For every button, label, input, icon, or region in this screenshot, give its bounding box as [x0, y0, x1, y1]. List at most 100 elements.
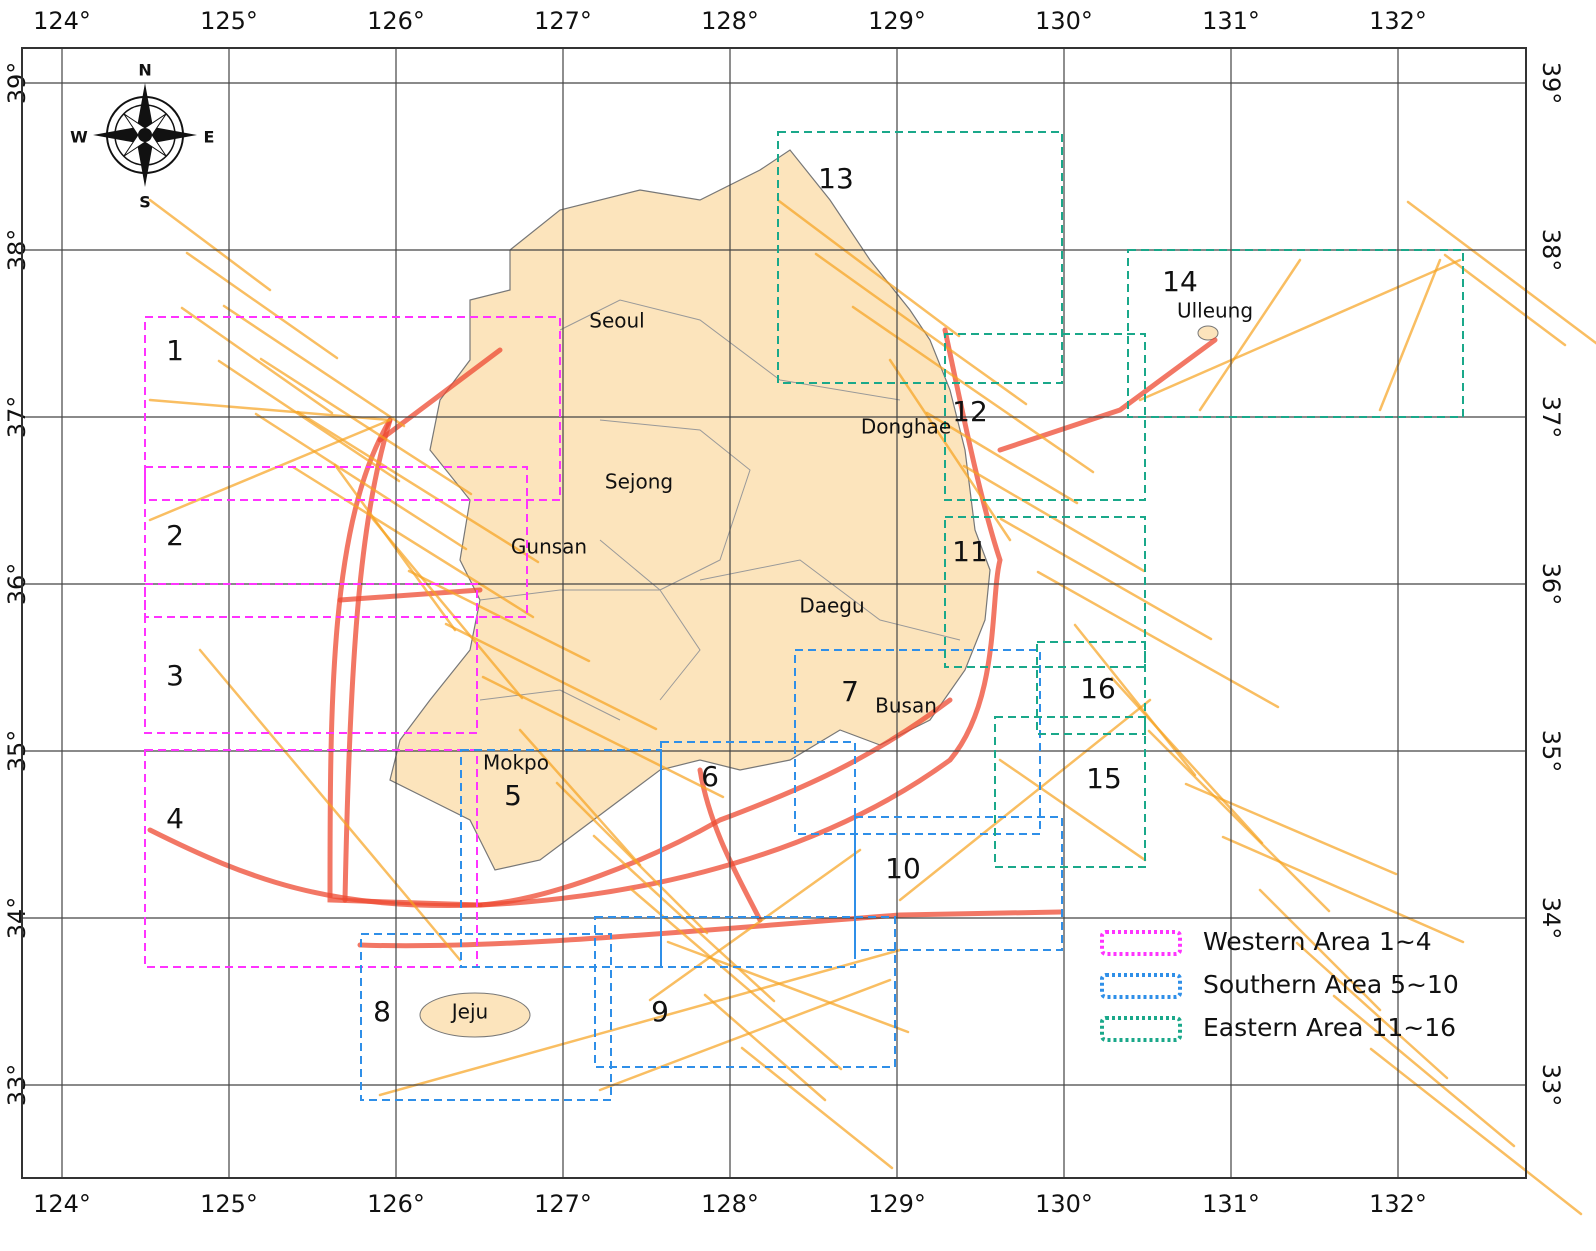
- area-number: 11: [952, 535, 988, 568]
- lat-label-right: 36°: [1537, 563, 1565, 606]
- graticule: [22, 48, 1526, 1178]
- lat-label-left: 39°: [3, 62, 31, 105]
- area-number: 5: [504, 779, 522, 812]
- route-heavy: [337, 587, 483, 603]
- route-light: [518, 728, 642, 867]
- area-number: 1: [166, 334, 184, 367]
- compass-w: W: [70, 128, 88, 147]
- lon-label-bottom: 127°: [534, 1190, 592, 1218]
- legend-label: Southern Area 5~10: [1203, 970, 1459, 999]
- route-heavy: [327, 417, 483, 908]
- place-name: Donghae: [861, 415, 951, 439]
- frame: [21, 47, 1527, 1179]
- route-light: [1258, 888, 1382, 1012]
- route-light: [1295, 941, 1449, 1080]
- lon-label-top: 129°: [868, 7, 926, 35]
- route-light: [1138, 258, 1462, 402]
- route-light: [555, 781, 709, 935]
- area-number: 15: [1086, 762, 1122, 795]
- lat-label-left: 35°: [3, 730, 31, 773]
- area-number: 9: [651, 995, 669, 1028]
- area-box: [994, 716, 1146, 868]
- place-name: Sejong: [605, 470, 673, 494]
- route-light: [598, 978, 892, 1092]
- lon-label-bottom: 131°: [1202, 1190, 1260, 1218]
- route-light: [648, 848, 862, 1002]
- area-box: [944, 516, 1146, 668]
- route-light: [851, 305, 1095, 474]
- compass-center: [138, 128, 152, 142]
- route-light: [888, 358, 1012, 542]
- route-light: [1110, 676, 1264, 845]
- route-light: [291, 465, 535, 619]
- route-light: [777, 199, 961, 338]
- route-light: [1369, 1047, 1583, 1216]
- route-light: [814, 252, 1028, 406]
- route-light: [296, 410, 540, 564]
- legend-label: Western Area 1~4: [1203, 927, 1432, 956]
- lon-label-bottom: 130°: [1035, 1190, 1093, 1218]
- area-number: 8: [373, 995, 391, 1028]
- lat-label-right: 33°: [1537, 1064, 1565, 1107]
- route-heavy: [357, 909, 1063, 949]
- route-heavy: [477, 697, 953, 908]
- province-borders: [479, 299, 961, 721]
- lat-label-left: 36°: [3, 563, 31, 606]
- lon-label-top: 130°: [1035, 7, 1093, 35]
- lon-label-top: 128°: [701, 7, 759, 35]
- compass-rose: N S E W: [70, 61, 214, 212]
- lat-label-left: 34°: [3, 897, 31, 940]
- compass-s: S: [139, 193, 151, 212]
- place-name: Mokpo: [483, 751, 549, 775]
- route-light: [222, 304, 406, 428]
- route-light: [1198, 258, 1302, 412]
- areas: [144, 131, 1464, 1101]
- legend-label: Eastern Area 11~16: [1203, 1013, 1456, 1042]
- route-light: [666, 940, 910, 1034]
- route-heavy: [477, 327, 1003, 908]
- route-light: [962, 464, 1146, 573]
- lat-label-right: 37°: [1537, 396, 1565, 439]
- route-light: [185, 251, 339, 360]
- place-name: Busan: [875, 694, 937, 718]
- lat-label-left: 37°: [3, 396, 31, 439]
- route-heavy: [697, 767, 763, 923]
- route-light: [629, 887, 843, 1071]
- route-light: [1221, 835, 1465, 944]
- shipping-routes: [147, 198, 1596, 1216]
- route-light: [444, 622, 658, 731]
- area-number: 10: [885, 852, 921, 885]
- route-light: [370, 516, 524, 700]
- lat-label-left: 38°: [3, 229, 31, 272]
- area-number: 14: [1162, 265, 1198, 298]
- area-box: [594, 916, 896, 1068]
- area-box: [144, 583, 478, 734]
- area-box: [144, 749, 478, 968]
- lon-label-bottom: 132°: [1369, 1190, 1427, 1218]
- compass-e: E: [204, 128, 215, 147]
- route-light: [1184, 782, 1398, 876]
- route-light: [1443, 253, 1567, 347]
- place-name: Jeju: [450, 1000, 488, 1024]
- route-light: [998, 758, 1147, 862]
- lon-label-bottom: 129°: [868, 1190, 926, 1218]
- area-number: 13: [818, 162, 854, 195]
- route-light: [180, 306, 334, 415]
- route-light: [1073, 623, 1197, 777]
- area-box: [1036, 641, 1146, 735]
- route-light: [254, 412, 468, 551]
- lon-label-top: 126°: [367, 7, 425, 35]
- compass-n: N: [138, 61, 151, 80]
- area-number: 3: [166, 659, 184, 692]
- area-box: [144, 466, 528, 618]
- area-box: [777, 131, 1063, 384]
- place-name: Daegu: [799, 594, 864, 618]
- route-light: [1147, 729, 1331, 913]
- lon-label-top: 127°: [534, 7, 592, 35]
- route-light: [703, 993, 827, 1102]
- route-light: [925, 411, 1079, 505]
- route-light: [1406, 200, 1596, 345]
- place-name: Seoul: [589, 309, 644, 333]
- lon-label-top: 131°: [1202, 7, 1260, 35]
